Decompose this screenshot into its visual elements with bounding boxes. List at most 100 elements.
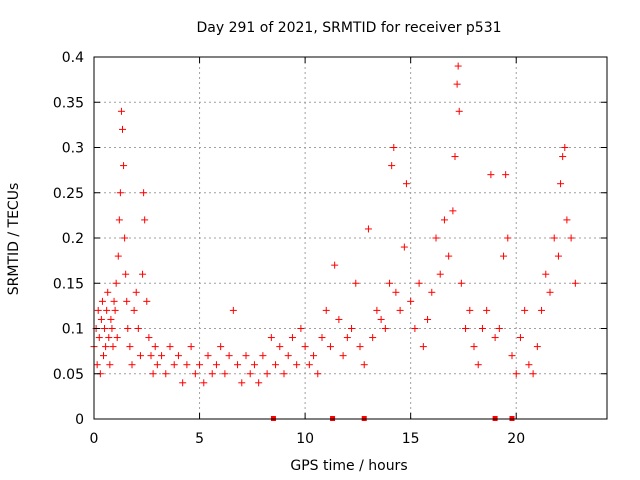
data-point [348,325,356,332]
data-point [557,180,565,188]
data-point [369,334,377,342]
data-point [322,306,330,314]
data-point [166,343,174,351]
data-point [122,270,130,278]
data-point [112,279,120,287]
data-point [411,325,419,332]
x-tick-label: 20 [507,431,525,447]
data-point [407,297,415,305]
data-point [474,361,482,369]
data-point [93,361,101,369]
data-point [259,352,267,360]
data-point [101,325,109,332]
data-point [451,153,459,161]
data-point [331,261,339,269]
data-point [116,189,124,197]
data-point [105,334,113,342]
data-point [428,288,436,296]
y-tick-label: 0.15 [53,276,84,292]
data-point [525,361,533,369]
data-point [134,325,142,332]
data-point [107,315,115,323]
data-point [390,144,398,151]
x-tick-label: 5 [195,431,204,447]
data-point [454,62,462,70]
data-point [432,234,440,242]
data-point [377,315,385,323]
y-axis-label: SRMTID / TECUs [6,183,22,296]
data-point [508,352,516,360]
data-point [151,343,159,351]
data-point [559,153,567,161]
data-point [103,306,111,314]
data-point [100,352,107,360]
y-tick-label: 0.2 [62,231,84,247]
data-point [301,343,309,351]
data-point [356,343,364,351]
data-point [453,80,461,88]
data-point [200,379,208,387]
data-point [174,352,182,360]
data-point [255,379,263,387]
data-point [126,343,134,351]
data-point [104,288,112,296]
data-point [554,252,562,260]
data-point [288,334,296,342]
data-point [242,352,250,360]
data-point [335,315,343,323]
data-point [550,234,558,242]
data-points [90,62,579,421]
data-point [470,343,478,351]
data-point [293,361,301,369]
data-point [179,379,187,387]
data-point [141,216,149,224]
data-point [97,315,105,323]
data-point [114,252,122,260]
data-point [196,361,204,369]
data-point [360,361,368,369]
data-point [529,370,537,378]
data-point [162,370,170,378]
data-point [478,325,486,332]
y-tick-label: 0.3 [62,141,84,157]
data-point [284,352,292,360]
y-tick-label: 0 [75,412,84,428]
data-point [440,216,448,224]
data-point [113,334,121,342]
x-axis-label: GPS time / hours [290,458,407,474]
data-point [542,270,550,278]
data-point [318,334,326,342]
data-point [110,297,118,305]
y-tick-label: 0.1 [62,322,84,338]
data-point [119,125,126,133]
data-point [208,370,216,378]
chart-title: Day 291 of 2021, SRMTID for receiver p53… [196,20,501,36]
data-point [364,225,372,233]
data-point [153,361,161,369]
y-tick-label: 0.4 [62,50,84,66]
data-point [457,279,465,287]
data-point [115,216,123,224]
data-point [117,107,125,115]
data-point [191,370,199,378]
data-point [563,216,571,224]
data-point [183,361,191,369]
data-point [504,234,512,242]
data-point [136,352,144,360]
data-point [102,343,110,351]
data-point [139,270,147,278]
data-point [445,252,453,260]
data-point [111,306,119,314]
data-point [120,162,128,170]
data-point [462,325,470,332]
x-tick-label: 15 [402,431,420,447]
data-point [212,361,220,369]
data-point [170,361,178,369]
data-point [234,361,242,369]
data-point [491,334,499,342]
data-point [455,107,463,115]
data-point [132,288,140,296]
data-point [495,325,503,332]
data-point [106,361,114,369]
